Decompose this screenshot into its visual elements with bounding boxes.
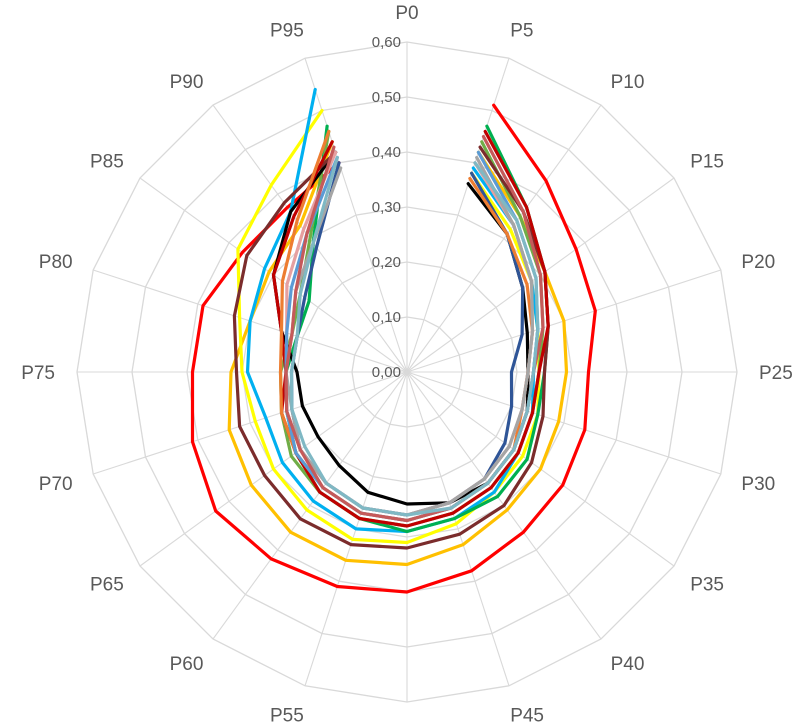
category-label-p60: P60	[170, 654, 204, 675]
grid-spoke	[406, 58, 510, 373]
tick-label: 0,60	[372, 34, 401, 51]
category-label-p15: P15	[690, 151, 724, 172]
grid-spoke	[406, 371, 510, 686]
grid-spoke	[406, 104, 602, 373]
category-label-p55: P55	[270, 705, 304, 724]
radar-series	[190, 87, 597, 594]
tick-label: 0,00	[372, 364, 401, 381]
category-label-p0: P0	[395, 3, 418, 24]
category-label-p30: P30	[741, 474, 775, 495]
radial-axis-ticks: 0,00 0,10 0,20 0,30 0,40 0,50 0,60	[372, 34, 401, 381]
tick-label: 0,40	[372, 144, 401, 161]
grid-spoke	[93, 371, 408, 475]
tick-label: 0,10	[372, 309, 401, 326]
grid-spoke	[212, 371, 408, 640]
category-label-p70: P70	[39, 474, 73, 495]
tick-label: 0,20	[372, 254, 401, 271]
category-label-p45: P45	[510, 705, 544, 724]
category-label-p95: P95	[270, 21, 304, 42]
category-label-p65: P65	[90, 575, 124, 596]
category-label-p5: P5	[510, 21, 533, 42]
category-label-p10: P10	[611, 72, 645, 93]
category-label-p80: P80	[39, 252, 73, 273]
series-line-16	[289, 155, 540, 517]
tick-label: 0,50	[372, 89, 401, 106]
tick-label: 0,30	[372, 199, 401, 216]
category-label-p90: P90	[170, 72, 204, 93]
category-label-p35: P35	[690, 575, 724, 596]
category-label-p40: P40	[611, 654, 645, 675]
category-label-p20: P20	[741, 252, 775, 273]
radar-grid	[76, 41, 738, 703]
category-label-p75: P75	[21, 363, 55, 384]
grid-spoke	[406, 371, 721, 475]
series-line-15	[284, 135, 545, 523]
category-labels: P0P5P10P15P20P25P30P35P40P45P50P55P60P65…	[21, 3, 793, 724]
series-line-1	[190, 103, 597, 594]
category-label-p25: P25	[759, 363, 793, 384]
category-label-p85: P85	[90, 151, 124, 172]
